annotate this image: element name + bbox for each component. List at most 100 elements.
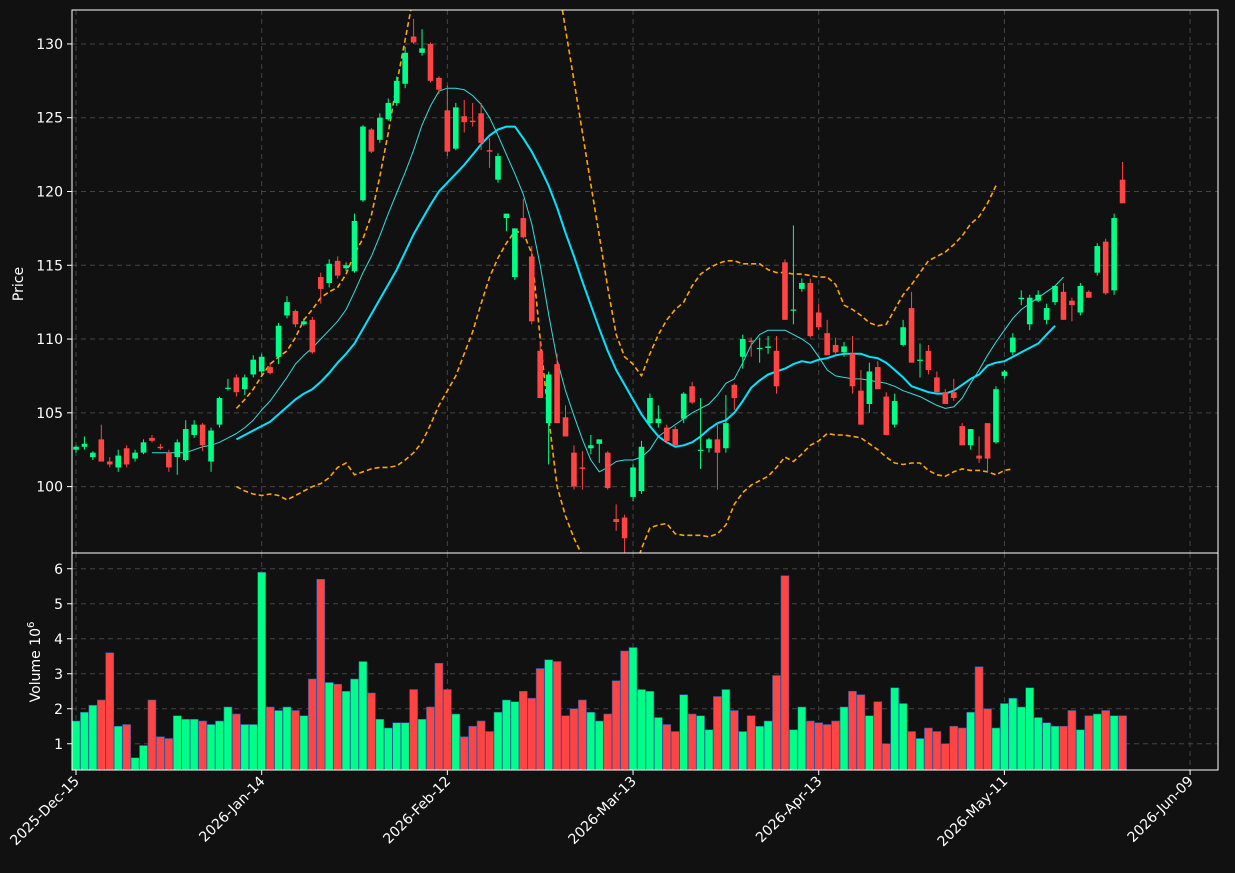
candle: [419, 29, 425, 56]
candle-body: [950, 392, 957, 399]
candle: [250, 355, 257, 378]
candle: [1043, 303, 1050, 325]
candle-body: [959, 426, 965, 446]
candle-body: [815, 312, 822, 328]
volume-bar: [97, 699, 106, 771]
candle-body: [132, 452, 138, 459]
candle-body: [486, 150, 493, 152]
candle-body: [1018, 297, 1025, 300]
candle-body: [106, 461, 113, 465]
volume-bar: [915, 738, 925, 771]
candle: [317, 272, 324, 304]
candle-body: [334, 260, 341, 276]
candle-body: [621, 517, 628, 539]
volume-bar: [662, 724, 672, 771]
candle: [571, 445, 577, 490]
volume-bar: [476, 720, 486, 771]
candle: [697, 398, 704, 469]
candle: [1086, 290, 1092, 298]
volume-panel-frame: [71, 552, 1219, 771]
candle: [739, 334, 746, 369]
candle: [934, 371, 940, 393]
volume-bar: [383, 727, 393, 771]
volume-label-text: Volume: [28, 650, 44, 702]
sma-slow-line: [235, 125, 1056, 448]
candle: [402, 46, 408, 89]
volume-bar: [1076, 729, 1085, 771]
candle: [140, 439, 147, 455]
candle-body: [866, 371, 873, 404]
candle-body: [799, 282, 805, 289]
volume-bar: [459, 736, 469, 771]
volume-bar: [71, 720, 81, 771]
candle: [216, 396, 223, 428]
candle: [596, 439, 603, 463]
volume-bar: [527, 697, 537, 771]
volume-bar: [1050, 725, 1060, 771]
candle: [664, 424, 670, 444]
bollinger-upper-line: [235, 10, 997, 409]
candle-body: [419, 48, 425, 53]
candle-body: [174, 442, 181, 458]
candle-body: [537, 350, 543, 399]
volume-tick-label: 4: [54, 632, 63, 648]
candle: [98, 424, 105, 462]
volume-bar: [552, 661, 562, 771]
candle-body: [1010, 337, 1016, 353]
candle: [309, 316, 316, 354]
volume-bar: [1101, 710, 1110, 771]
volume-bar: [865, 715, 874, 771]
candle: [385, 98, 392, 121]
candle-body: [326, 263, 332, 283]
candle-body: [512, 228, 518, 278]
candle: [115, 449, 121, 472]
volume-bar: [265, 706, 275, 771]
volume-bar: [257, 571, 266, 771]
price-tick-label: 125: [36, 111, 63, 127]
candle-body: [267, 367, 273, 373]
candle-body: [528, 256, 535, 322]
candle: [199, 423, 206, 452]
price-tick-label: 115: [36, 258, 63, 274]
volume-bar: [746, 715, 756, 771]
candle-body: [883, 396, 890, 435]
candle-body: [250, 359, 257, 375]
volume-bar: [510, 701, 520, 771]
candle-body: [182, 429, 189, 461]
volume-bar: [822, 724, 832, 771]
price-y-axis-label: Price: [11, 267, 27, 301]
candle-body: [782, 262, 788, 320]
volume-bar: [130, 757, 140, 771]
candle-body: [993, 389, 999, 443]
candle: [123, 445, 130, 468]
price-tick-label: 105: [36, 406, 63, 422]
candle: [191, 420, 197, 438]
candle-body: [301, 321, 307, 325]
candle: [436, 76, 442, 95]
volume-bar: [502, 699, 511, 771]
candle-body: [98, 439, 105, 462]
volume-bar: [603, 713, 613, 771]
candle-body: [191, 424, 197, 435]
candle: [225, 378, 231, 391]
candle: [849, 336, 856, 394]
candle-body: [1035, 294, 1041, 301]
candle-body: [849, 353, 856, 387]
candle: [908, 291, 915, 363]
volume-bar: [578, 699, 587, 771]
volume-bar: [907, 731, 916, 771]
candle-body: [647, 398, 653, 424]
candle: [875, 361, 881, 390]
candle-body: [469, 120, 476, 123]
volume-bar: [763, 720, 773, 771]
candle-body: [444, 110, 451, 152]
volume-bar: [983, 708, 992, 771]
candle: [149, 434, 155, 443]
volume-bar: [1033, 717, 1043, 771]
candle: [579, 451, 586, 490]
candle: [166, 449, 172, 472]
volume-bar: [831, 720, 840, 771]
candle-body: [115, 455, 121, 468]
candle: [1102, 238, 1109, 295]
